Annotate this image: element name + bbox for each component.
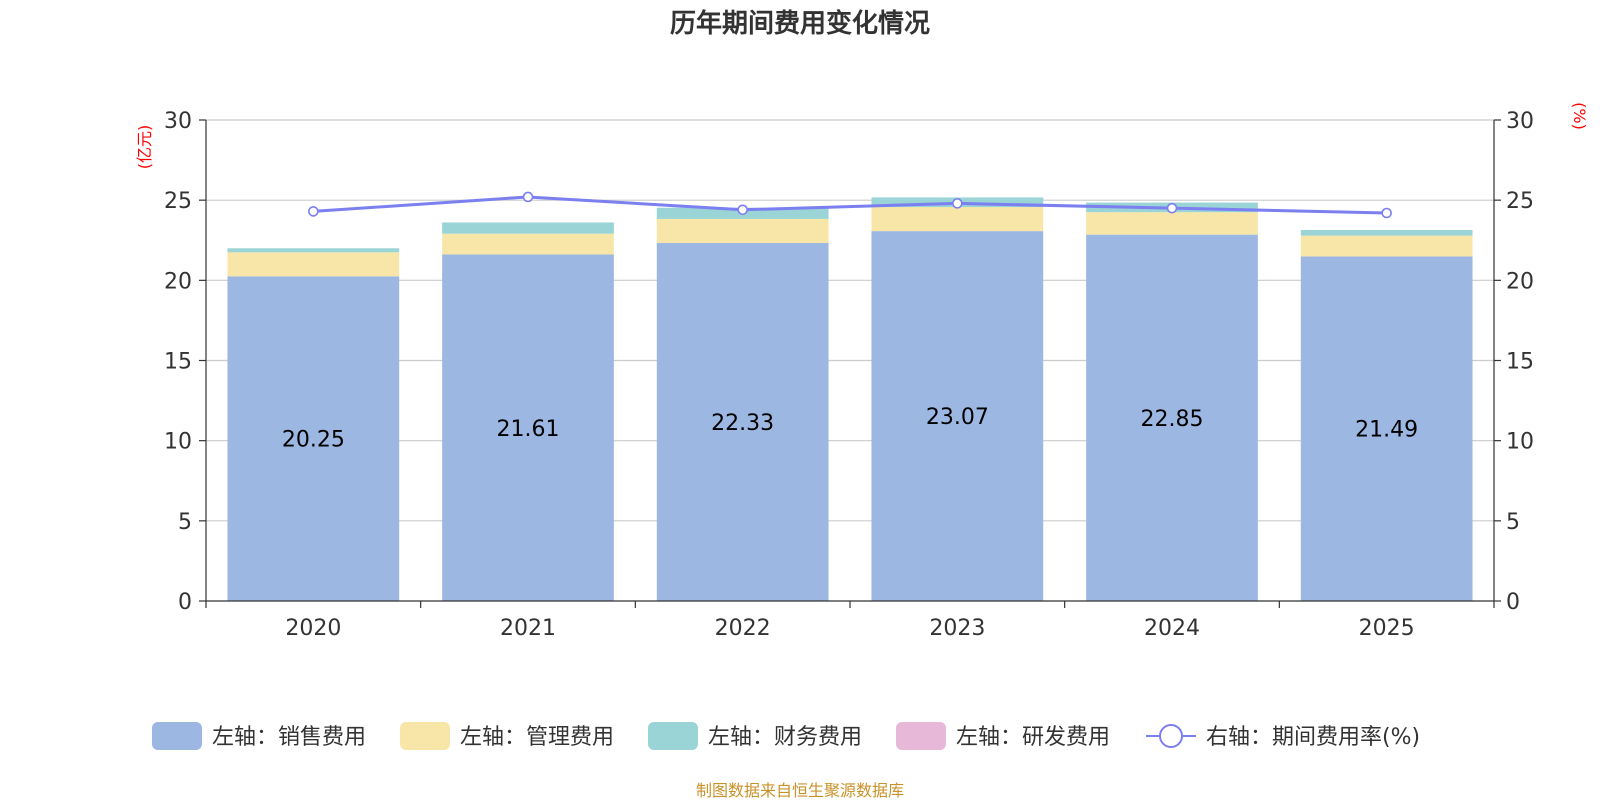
rate-point <box>522 191 534 203</box>
bar-segment <box>227 248 400 253</box>
left-axis-tick-label: 0 <box>178 590 192 615</box>
legend-marker-icon <box>1159 724 1183 748</box>
bar-segment <box>1300 229 1473 236</box>
x-axis-tick-label: 2023 <box>929 616 985 641</box>
grid-lines <box>206 119 1494 522</box>
bar-segment <box>442 233 614 255</box>
legend-swatch <box>400 722 450 750</box>
left-axis-tick-label: 30 <box>164 109 192 134</box>
left-axis-tick-label: 5 <box>178 510 192 535</box>
bar-segment <box>871 207 1044 232</box>
bar-segment <box>442 222 614 234</box>
bar-segment <box>656 218 829 243</box>
bar-segment <box>1086 234 1258 601</box>
rate-point <box>952 198 963 209</box>
right-axis-tick-label: 25 <box>1506 189 1534 214</box>
rate-line-series <box>308 191 1392 219</box>
bar-segment <box>1300 235 1473 257</box>
legend-swatch <box>896 722 946 750</box>
rate-point <box>1166 202 1178 214</box>
left-axis-tick-label: 20 <box>164 269 192 294</box>
legend-label: 左轴：研发费用 <box>956 725 1110 750</box>
right-axis-tick-label: 30 <box>1506 109 1534 134</box>
right-axis-tick-label: 15 <box>1506 350 1534 375</box>
bar-segment <box>227 252 400 277</box>
source-note: 制图数据来自恒生聚源数据库 <box>696 781 904 800</box>
legend-label: 左轴：财务费用 <box>708 725 862 750</box>
x-axis-tick-label: 2024 <box>1144 616 1200 641</box>
right-axis-tick-label: 10 <box>1506 430 1534 455</box>
rate-line <box>313 195 1387 215</box>
chart-title: 历年期间费用变化情况 <box>670 8 930 39</box>
legend-label: 左轴：管理费用 <box>460 725 614 750</box>
rate-point <box>308 206 319 217</box>
bar-segment <box>656 242 829 602</box>
bar-data-label: 21.61 <box>497 417 560 442</box>
legend-label: 左轴：销售费用 <box>212 725 366 750</box>
left-axis-tick-label: 10 <box>164 430 192 455</box>
bar-segment <box>1300 256 1473 601</box>
bar-data-label: 21.49 <box>1355 418 1418 443</box>
legend: 左轴：销售费用 左轴：管理费用 左轴：财务费用 左轴：研发费用 右轴：期间费用率(%) <box>152 722 1420 750</box>
left-axis-unit: (亿元) <box>135 125 154 170</box>
legend-swatch <box>152 722 202 750</box>
right-axis-tick-label: 0 <box>1506 590 1520 615</box>
x-axis-tick-label: 2020 <box>285 616 341 641</box>
right-axis-tick-label: 5 <box>1506 510 1520 535</box>
right-axis-unit: (%) <box>1570 102 1589 130</box>
bar-data-label: 22.33 <box>711 411 774 436</box>
x-axis-tick-label: 2025 <box>1359 616 1415 641</box>
bar-series: 20.25 21.61 22.33 23.07 22.85 21.49 <box>227 197 1473 602</box>
x-axis-tick-label: 2022 <box>715 616 771 641</box>
rate-point <box>737 204 748 216</box>
rate-point <box>1381 207 1392 219</box>
legend-swatch <box>648 722 698 750</box>
x-axis-tick-label: 2021 <box>500 616 556 641</box>
bar-data-label: 20.25 <box>282 428 345 453</box>
bar-data-label: 22.85 <box>1141 407 1204 432</box>
bar-segment <box>1086 212 1258 235</box>
bar-segment <box>871 231 1044 601</box>
bar-data-label: 23.07 <box>926 405 989 430</box>
left-axis-tick-label: 15 <box>164 350 192 375</box>
bar-segment <box>227 276 400 601</box>
right-axis-tick-label: 20 <box>1506 269 1534 294</box>
legend-label: 右轴：期间费用率(%) <box>1206 725 1420 750</box>
left-axis-tick-label: 25 <box>164 189 192 214</box>
bar-segment <box>442 254 614 602</box>
